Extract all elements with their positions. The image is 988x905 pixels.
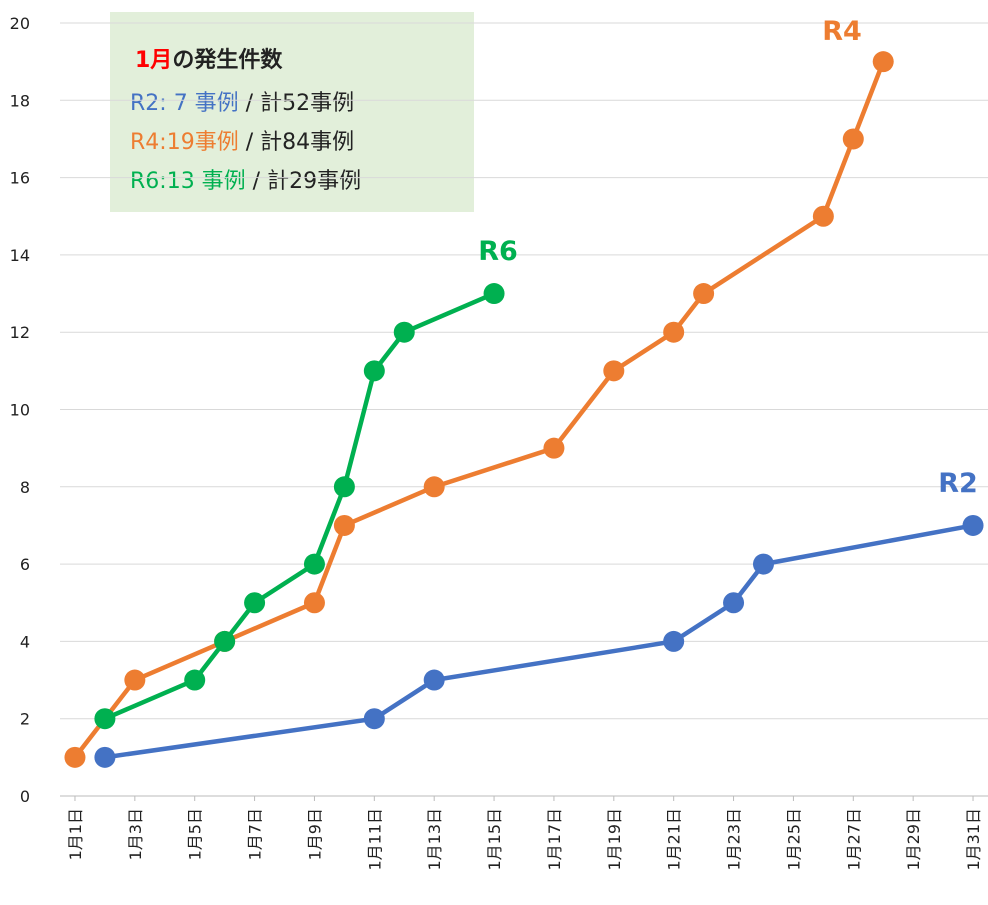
- x-tick-label: 1月29日: [904, 808, 923, 871]
- annotation-line: R6:13 事例 / 計29事例: [130, 169, 361, 194]
- annotation-colored: R4:19事例: [130, 130, 239, 155]
- annotation-rest: / 計52事例: [239, 91, 354, 116]
- series-label: R6: [478, 236, 518, 267]
- data-point: [64, 746, 86, 768]
- data-point: [94, 708, 116, 730]
- data-point: [603, 360, 625, 382]
- annotation-highlight: 1月: [135, 48, 172, 73]
- data-point: [962, 514, 984, 536]
- x-tick-label: 1月27日: [844, 808, 863, 871]
- y-tick-label: 10: [10, 401, 30, 420]
- y-tick-label: 6: [20, 555, 30, 574]
- data-point: [872, 51, 894, 73]
- data-point: [812, 205, 834, 227]
- y-tick-label: 12: [10, 323, 30, 342]
- annotation-line: R4:19事例 / 計84事例: [130, 130, 354, 155]
- series-label: R2: [938, 468, 978, 499]
- x-tick-label: 1月3日: [126, 808, 145, 860]
- annotation-line: R2: 7 事例 / 計52事例: [130, 91, 354, 116]
- y-tick-label: 8: [20, 478, 30, 497]
- data-point: [363, 708, 385, 730]
- y-tick-label: 2: [20, 710, 30, 729]
- data-point: [483, 283, 505, 305]
- annotation-colored: R2: 7 事例: [130, 91, 239, 116]
- x-tick-label: 1月23日: [725, 808, 744, 871]
- annotation-colored: R6:13 事例: [130, 169, 246, 194]
- data-point: [663, 630, 685, 652]
- annotation-title-rest: の発生件数: [172, 47, 283, 73]
- data-point: [423, 669, 445, 691]
- x-tick-label: 1月15日: [485, 808, 504, 871]
- series-label: R4: [822, 16, 862, 47]
- y-tick-label: 14: [10, 246, 30, 265]
- x-tick-label: 1月1日: [66, 808, 85, 860]
- annotation-title: 1月の発生件数: [135, 47, 283, 73]
- data-point: [94, 746, 116, 768]
- data-point: [842, 128, 864, 150]
- annotation-rest: / 計29事例: [246, 169, 361, 194]
- x-tick-label: 1月7日: [246, 808, 265, 860]
- data-point: [214, 630, 236, 652]
- data-point: [663, 321, 685, 343]
- y-tick-label: 16: [10, 169, 30, 188]
- x-tick-label: 1月19日: [605, 808, 624, 871]
- y-tick-label: 0: [20, 787, 30, 806]
- data-point: [393, 321, 415, 343]
- data-point: [363, 360, 385, 382]
- data-point: [543, 437, 565, 459]
- x-tick-label: 1月5日: [186, 808, 205, 860]
- data-point: [303, 553, 325, 575]
- annotation-rest: / 計84事例: [239, 130, 354, 155]
- data-point: [124, 669, 146, 691]
- data-point: [333, 476, 355, 498]
- x-tick-label: 1月9日: [305, 808, 324, 860]
- y-tick-label: 4: [20, 632, 30, 651]
- annotation-box: [110, 12, 474, 212]
- x-tick-label: 1月17日: [545, 808, 564, 871]
- data-point: [303, 592, 325, 614]
- y-tick-label: 20: [10, 14, 30, 33]
- data-point: [244, 592, 266, 614]
- data-point: [693, 283, 715, 305]
- x-tick-label: 1月13日: [425, 808, 444, 871]
- data-point: [423, 476, 445, 498]
- x-tick-label: 1月11日: [365, 808, 384, 871]
- data-point: [752, 553, 774, 575]
- data-point: [333, 514, 355, 536]
- data-point: [723, 592, 745, 614]
- series-line: [104, 291, 495, 721]
- y-tick-label: 18: [10, 91, 30, 110]
- data-point: [184, 669, 206, 691]
- x-tick-label: 1月31日: [964, 808, 983, 871]
- x-tick-label: 1月21日: [665, 808, 684, 871]
- x-tick-label: 1月25日: [784, 808, 803, 871]
